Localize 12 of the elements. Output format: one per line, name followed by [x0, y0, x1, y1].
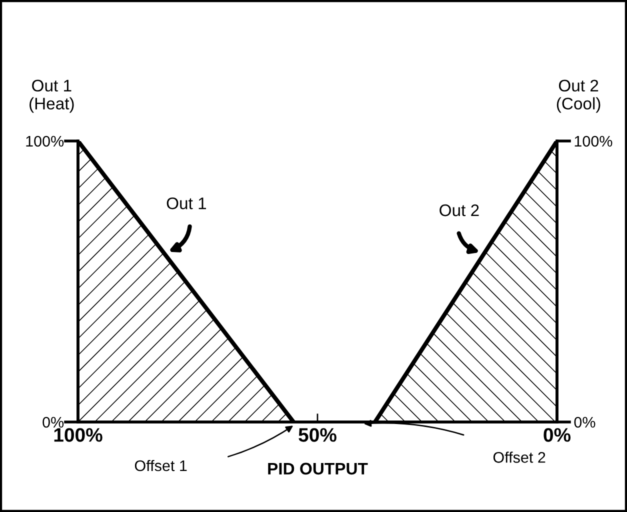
- series-label: Out 2: [440, 204, 479, 216]
- x-tick-label: 100%: [54, 428, 102, 442]
- x-tick-label: 50%: [298, 428, 336, 442]
- y2-axis-title: Out 2 (Cool): [556, 80, 600, 113]
- x-tick-label: 0%: [544, 428, 571, 442]
- text: Offset 1: [134, 460, 187, 472]
- text: Offset 2: [493, 452, 546, 463]
- series-label: Out 1: [166, 197, 206, 210]
- y2-tick-label: 100%: [574, 136, 612, 147]
- x-axis-title: PID OUTPUT: [268, 462, 368, 475]
- y2-tick-label: 0%: [574, 416, 596, 428]
- y-axis-title: Out 1 (Heat): [30, 80, 74, 113]
